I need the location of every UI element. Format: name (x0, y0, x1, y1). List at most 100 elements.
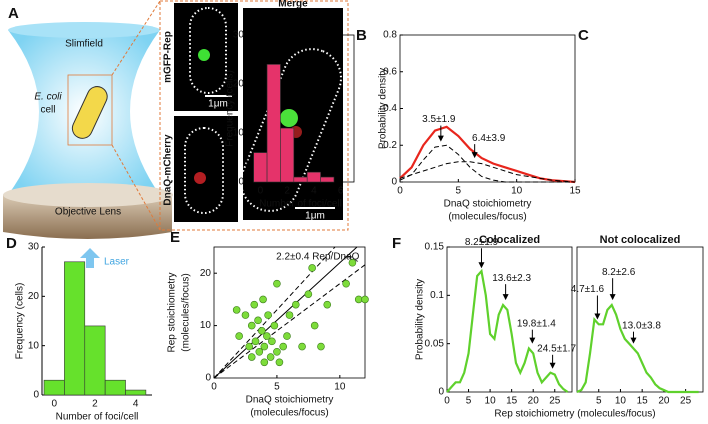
lens-top (3, 183, 173, 207)
fit-line (213, 264, 366, 379)
arrow-head (437, 135, 444, 142)
point (323, 300, 332, 309)
annotation: 8.2±1.9 (465, 237, 499, 248)
y-tick-label: 0.8 (383, 30, 397, 41)
annotation: 4.7±1.6 (571, 284, 605, 295)
y-axis-label: Probability density (415, 279, 426, 360)
x-tick-label: 4 (133, 399, 139, 410)
label: Slimfield (65, 39, 103, 50)
label: Merge (278, 0, 308, 10)
x-tick-label: 5 (456, 186, 462, 197)
focus (198, 49, 210, 61)
x-tick-label: 0 (258, 186, 264, 197)
point (250, 300, 259, 309)
point (266, 353, 275, 361)
panel-label: A (8, 5, 19, 22)
point (275, 358, 284, 367)
point (285, 311, 294, 319)
fit-line (213, 246, 336, 379)
y-tick-label: 0.05 (425, 338, 445, 349)
series-line (399, 144, 575, 183)
x-tick-label: 20 (658, 396, 670, 407)
label: DnaQ-mCherry (163, 134, 174, 206)
point (251, 337, 260, 346)
label: Laser (104, 257, 130, 268)
zoom-line (111, 144, 161, 231)
label: cell (40, 105, 55, 116)
x-tick-label: 15 (569, 186, 581, 197)
panel-label: E (170, 229, 180, 246)
y-tick-label: 20 (200, 268, 212, 279)
x-tick-label: 0 (51, 399, 57, 410)
annotation: 19.8±1.4 (517, 318, 556, 329)
annotation: 13.6±2.3 (492, 273, 531, 284)
y-axis-label: Probability density (378, 68, 389, 149)
y-tick-label: 10 (233, 128, 245, 139)
series-line (576, 303, 699, 394)
panel-label: C (578, 27, 589, 44)
y-tick-label: 20 (233, 79, 245, 90)
x-tick-label: 5 (466, 396, 472, 407)
bar (43, 379, 65, 396)
y-tick-label: 0.1 (430, 290, 444, 301)
arrow-head (594, 313, 601, 320)
point (342, 279, 350, 288)
point (232, 306, 241, 314)
point (245, 342, 254, 351)
y-tick-label: 30 (233, 30, 245, 41)
x-tick-label: 25 (549, 396, 561, 407)
arrow-head (549, 362, 556, 369)
x-tick-label: 2 (92, 399, 98, 410)
chart-title: Not colocalized (600, 234, 681, 246)
bar (64, 261, 86, 396)
y-tick-label: 0.4 (383, 103, 397, 114)
fit-line (213, 246, 358, 379)
x-tick-label: 6 (338, 186, 344, 197)
bar (84, 325, 106, 396)
chart-title: Colocalized (479, 234, 540, 246)
lens (3, 195, 172, 239)
panel-label: D (6, 235, 17, 252)
point (273, 279, 281, 288)
point (254, 316, 262, 325)
point (255, 347, 264, 356)
arrow-head (609, 294, 616, 301)
y-tick-label: 0 (391, 177, 397, 188)
y-tick-label: 0 (33, 390, 39, 401)
arrow-head (478, 262, 485, 269)
point (247, 321, 256, 330)
y-tick-label: 30 (28, 242, 40, 253)
point (260, 342, 269, 351)
cell (71, 86, 108, 139)
point (354, 295, 363, 304)
label: 1μm (305, 211, 325, 222)
x-axis-label: DnaQ stoichiometry (246, 395, 334, 406)
plot-frame (213, 246, 366, 379)
annotation: 13.0±3.8 (622, 320, 661, 331)
y-tick-label: 0 (238, 177, 244, 188)
x-axis-label: Number of foci/cell (259, 199, 342, 210)
point (304, 290, 313, 298)
x-tick-label: 20 (528, 396, 540, 407)
point (317, 342, 325, 351)
plot-frame (576, 246, 704, 393)
y-axis-label: Rep stoichiometry (167, 272, 178, 352)
image-box (159, 0, 349, 231)
y-axis-label: (molecules/focus) (181, 273, 192, 351)
x-axis-label: (molecules/focus) (448, 212, 526, 223)
panel-label: F (392, 235, 401, 252)
label: mGFP-Rep (163, 31, 174, 83)
zoom-box (67, 74, 113, 146)
point (298, 342, 306, 351)
point (270, 321, 279, 330)
x-tick-label: 10 (615, 396, 627, 407)
x-tick-label: 15 (637, 396, 649, 407)
point (260, 358, 269, 367)
y-tick-label: 0.2 (383, 140, 397, 151)
x-tick-label: 5 (596, 396, 602, 407)
x-tick-label: 5 (274, 382, 280, 393)
bar (266, 64, 281, 183)
arrow-head (529, 337, 536, 344)
x-tick-label: 15 (506, 396, 518, 407)
